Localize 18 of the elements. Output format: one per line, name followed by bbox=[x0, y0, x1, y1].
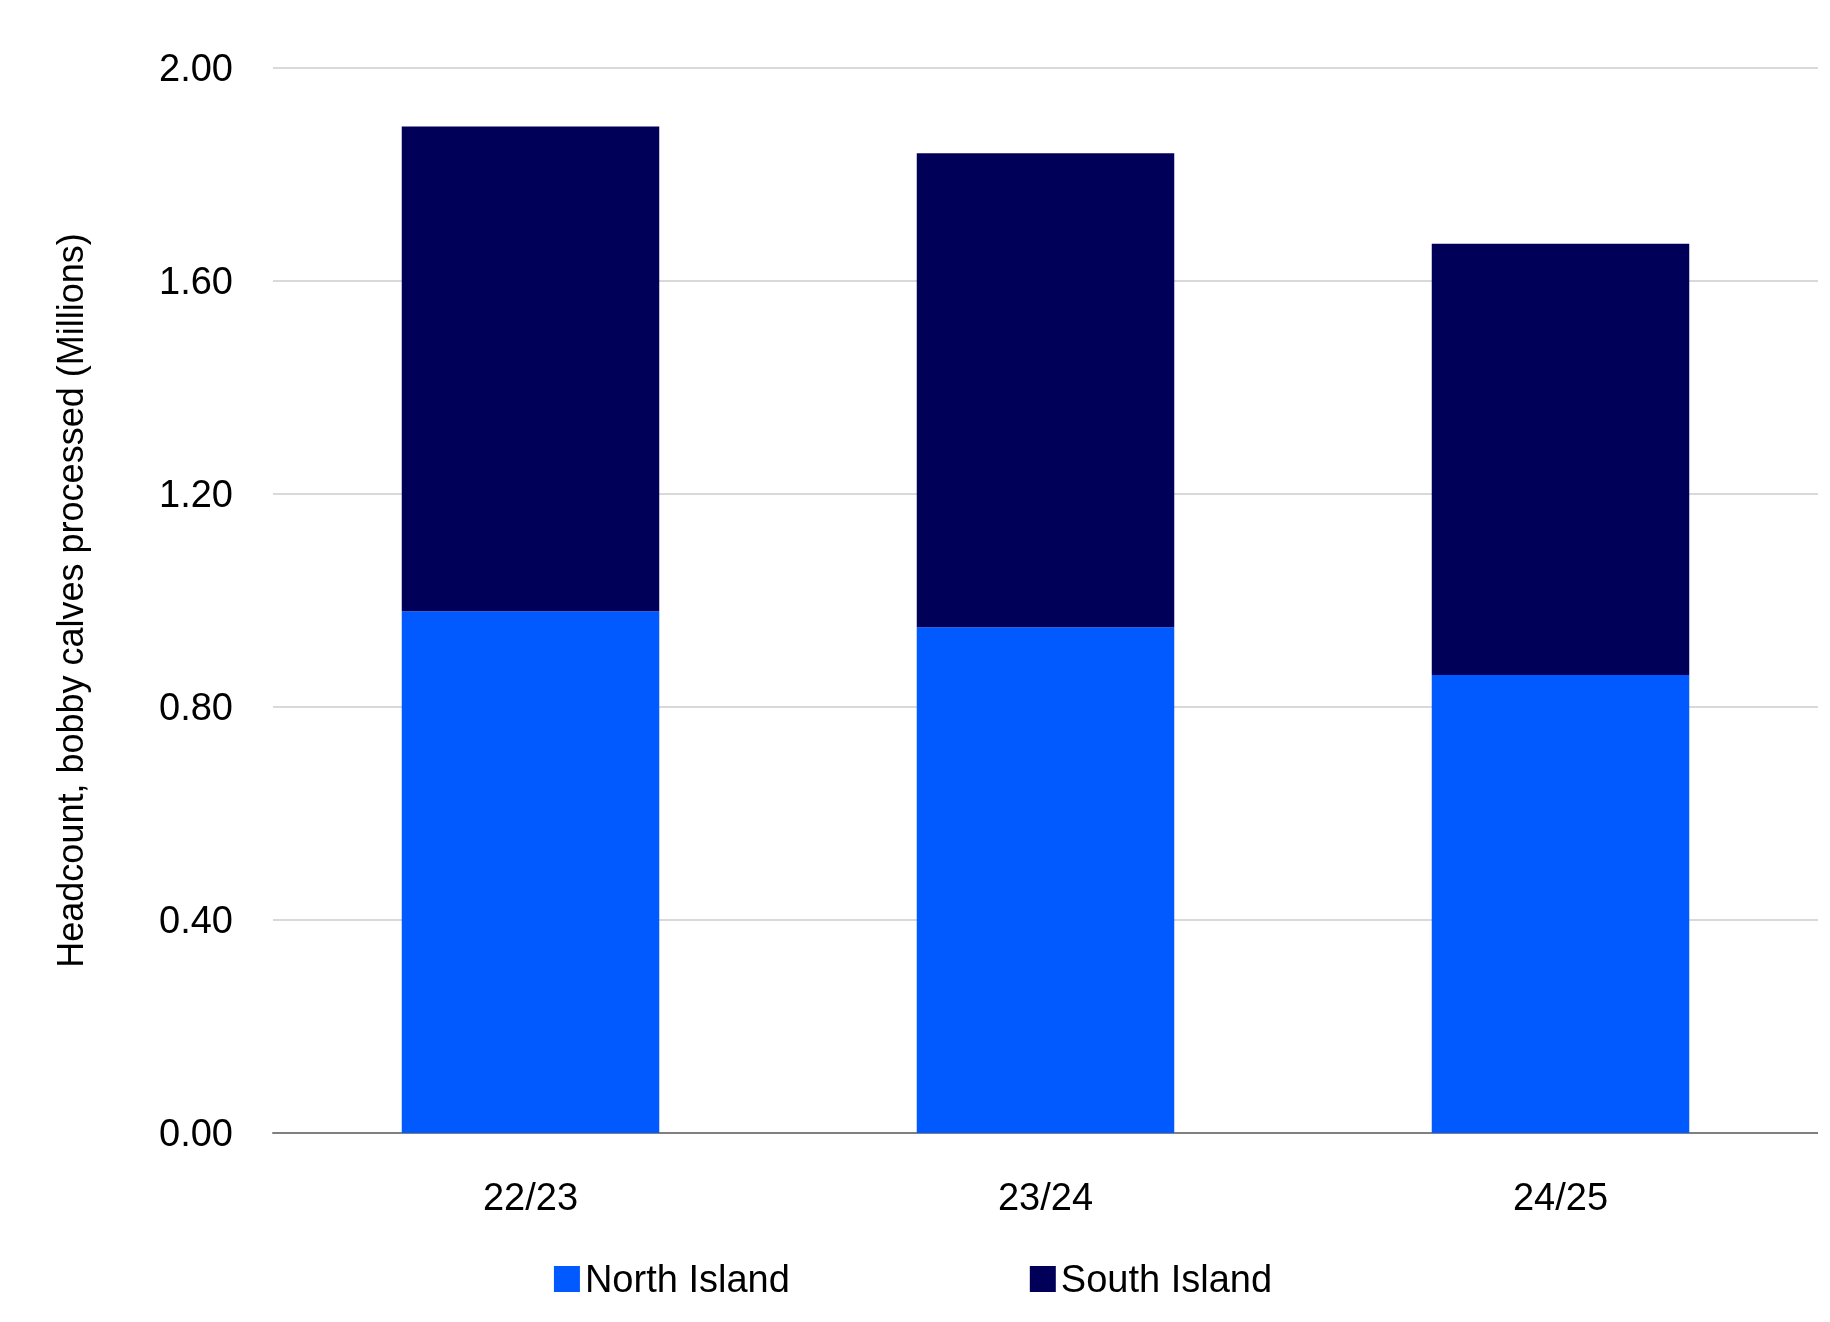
bar bbox=[1431, 675, 1690, 1133]
y-tick-label: 1.20 bbox=[159, 473, 233, 515]
bar bbox=[916, 627, 1175, 1133]
y-tick-label: 0.40 bbox=[159, 899, 233, 941]
y-tick-label: 0.00 bbox=[159, 1112, 233, 1154]
x-tick-label: 24/25 bbox=[1512, 1176, 1609, 1218]
bar bbox=[401, 611, 660, 1133]
bar bbox=[401, 126, 660, 612]
y-axis-title: Headcount, bobby calves processed (Millions) bbox=[49, 233, 91, 968]
bar bbox=[916, 153, 1175, 628]
y-tick-label: 2.00 bbox=[159, 47, 233, 89]
y-tick-label: 1.60 bbox=[159, 260, 233, 302]
legend-label: North Island bbox=[584, 1258, 790, 1300]
y-tick-label: 0.80 bbox=[159, 686, 233, 728]
bar bbox=[1431, 243, 1690, 676]
x-tick-label: 23/24 bbox=[997, 1176, 1094, 1218]
legend-label: South Island bbox=[1060, 1258, 1273, 1300]
x-tick-label: 22/23 bbox=[482, 1176, 579, 1218]
